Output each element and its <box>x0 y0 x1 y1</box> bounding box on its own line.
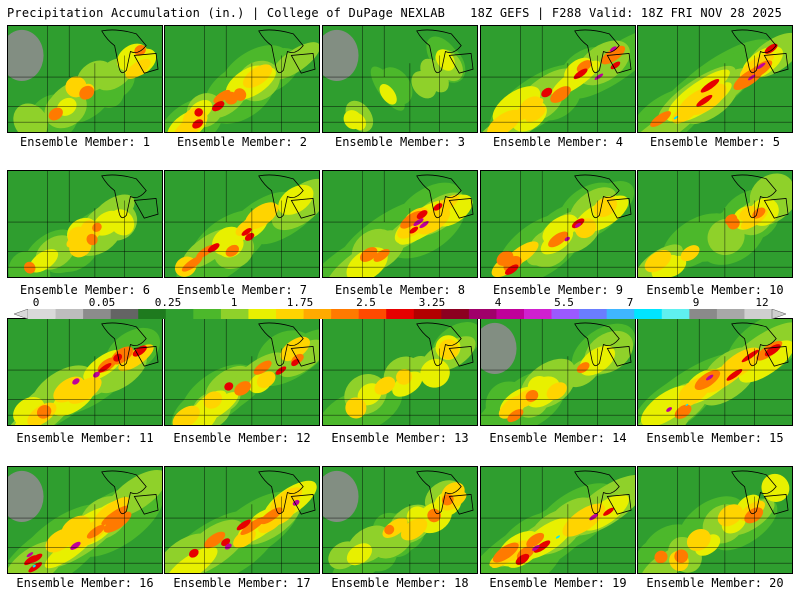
colorbar-swatch <box>634 309 663 319</box>
ensemble-member-label: Ensemble Member: 12 <box>173 431 311 445</box>
colorbar-tick-label: 1.75 <box>286 296 314 309</box>
ensemble-map-panel <box>480 170 636 278</box>
ensemble-member-label: Ensemble Member: 14 <box>489 431 627 445</box>
colorbar-tick-label: 3.25 <box>418 296 446 309</box>
colorbar-tick-label: 9 <box>692 296 700 309</box>
ensemble-member-label: Ensemble Member: 9 <box>492 283 624 297</box>
colorbar-low-arrow <box>14 309 29 319</box>
ensemble-member-label: Ensemble Member: 13 <box>331 431 469 445</box>
colorbar-swatch <box>468 309 497 319</box>
colorbar-tick-label: 2.5 <box>356 296 376 309</box>
colorbar-swatch <box>220 309 249 319</box>
ensemble-map-panel <box>7 170 163 278</box>
colorbar-swatch <box>744 309 773 319</box>
ensemble-member-label: Ensemble Member: 5 <box>649 135 781 149</box>
colorbar-high-arrow <box>771 309 786 319</box>
ensemble-map-panel <box>164 318 320 426</box>
ensemble-map-panel <box>637 170 793 278</box>
colorbar-swatch <box>193 309 222 319</box>
colorbar-tick-label: 7 <box>626 296 634 309</box>
colorbar-tick-label: 0 <box>32 296 40 309</box>
colorbar-tick-label: 0.25 <box>154 296 182 309</box>
colorbar-swatch <box>358 309 387 319</box>
colorbar-swatch <box>248 309 277 319</box>
ensemble-member-label: Ensemble Member: 6 <box>19 283 151 297</box>
colorbar-swatch <box>606 309 635 319</box>
colorbar-tick-label: 4 <box>494 296 502 309</box>
colorbar-swatch <box>661 309 690 319</box>
precip-colorbar <box>14 309 786 319</box>
colorbar-tick-label: 12 <box>755 296 769 309</box>
colorbar-swatch <box>441 309 470 319</box>
colorbar-swatch <box>110 309 139 319</box>
ensemble-member-label: Ensemble Member: 15 <box>646 431 784 445</box>
ensemble-map-panel <box>637 25 793 133</box>
ensemble-map-panel <box>322 25 478 133</box>
ensemble-member-label: Ensemble Member: 7 <box>176 283 308 297</box>
ensemble-map-panel <box>7 466 163 574</box>
ensemble-map-panel <box>164 170 320 278</box>
colorbar-swatch <box>551 309 580 319</box>
ensemble-map-panel <box>164 466 320 574</box>
colorbar-swatch <box>524 309 552 319</box>
ensemble-map-panel <box>480 25 636 133</box>
colorbar-tick-label: 0.05 <box>88 296 116 309</box>
ensemble-member-label: Ensemble Member: 11 <box>16 431 154 445</box>
colorbar-swatch <box>138 309 167 319</box>
colorbar-swatch <box>579 309 607 319</box>
ensemble-member-label: Ensemble Member: 1 <box>19 135 151 149</box>
ensemble-map-panel <box>637 466 793 574</box>
ensemble-member-label: Ensemble Member: 19 <box>489 576 627 590</box>
ensemble-map-panel <box>322 318 478 426</box>
ensemble-map-panel <box>480 318 636 426</box>
colorbar-swatch <box>165 309 194 319</box>
colorbar-swatch <box>55 309 84 319</box>
colorbar-tick-label: 1 <box>230 296 238 309</box>
colorbar-swatch <box>716 309 745 319</box>
ensemble-map-panel <box>480 466 636 574</box>
colorbar-swatch <box>689 309 718 319</box>
ensemble-member-label: Ensemble Member: 8 <box>334 283 466 297</box>
colorbar-tick-label: 5.5 <box>554 296 574 309</box>
colorbar-swatch <box>413 309 442 319</box>
ensemble-member-label: Ensemble Member: 18 <box>331 576 469 590</box>
ensemble-member-label: Ensemble Member: 16 <box>16 576 154 590</box>
ensemble-map-panel <box>7 318 163 426</box>
colorbar-swatch <box>83 309 111 319</box>
colorbar-swatch <box>386 309 415 319</box>
colorbar-swatch <box>331 309 359 319</box>
colorbar-swatch <box>276 309 304 319</box>
ensemble-member-label: Ensemble Member: 2 <box>176 135 308 149</box>
ensemble-map-panel <box>637 318 793 426</box>
map-title: Precipitation Accumulation (in.) | Colle… <box>7 6 446 20</box>
colorbar-swatch <box>496 309 525 319</box>
ensemble-member-label: Ensemble Member: 3 <box>334 135 466 149</box>
ensemble-member-label: Ensemble Member: 10 <box>646 283 784 297</box>
ensemble-member-label: Ensemble Member: 4 <box>492 135 624 149</box>
ensemble-member-label: Ensemble Member: 20 <box>646 576 784 590</box>
ensemble-map-panel <box>322 466 478 574</box>
valid-time-label: 18Z GEFS | F288 Valid: 18Z FRI NOV 28 20… <box>470 6 782 20</box>
ensemble-map-panel <box>7 25 163 133</box>
ensemble-map-panel <box>322 170 478 278</box>
ensemble-map-panel <box>164 25 320 133</box>
colorbar-swatch <box>28 309 56 319</box>
ensemble-member-label: Ensemble Member: 17 <box>173 576 311 590</box>
colorbar-swatch <box>303 309 332 319</box>
